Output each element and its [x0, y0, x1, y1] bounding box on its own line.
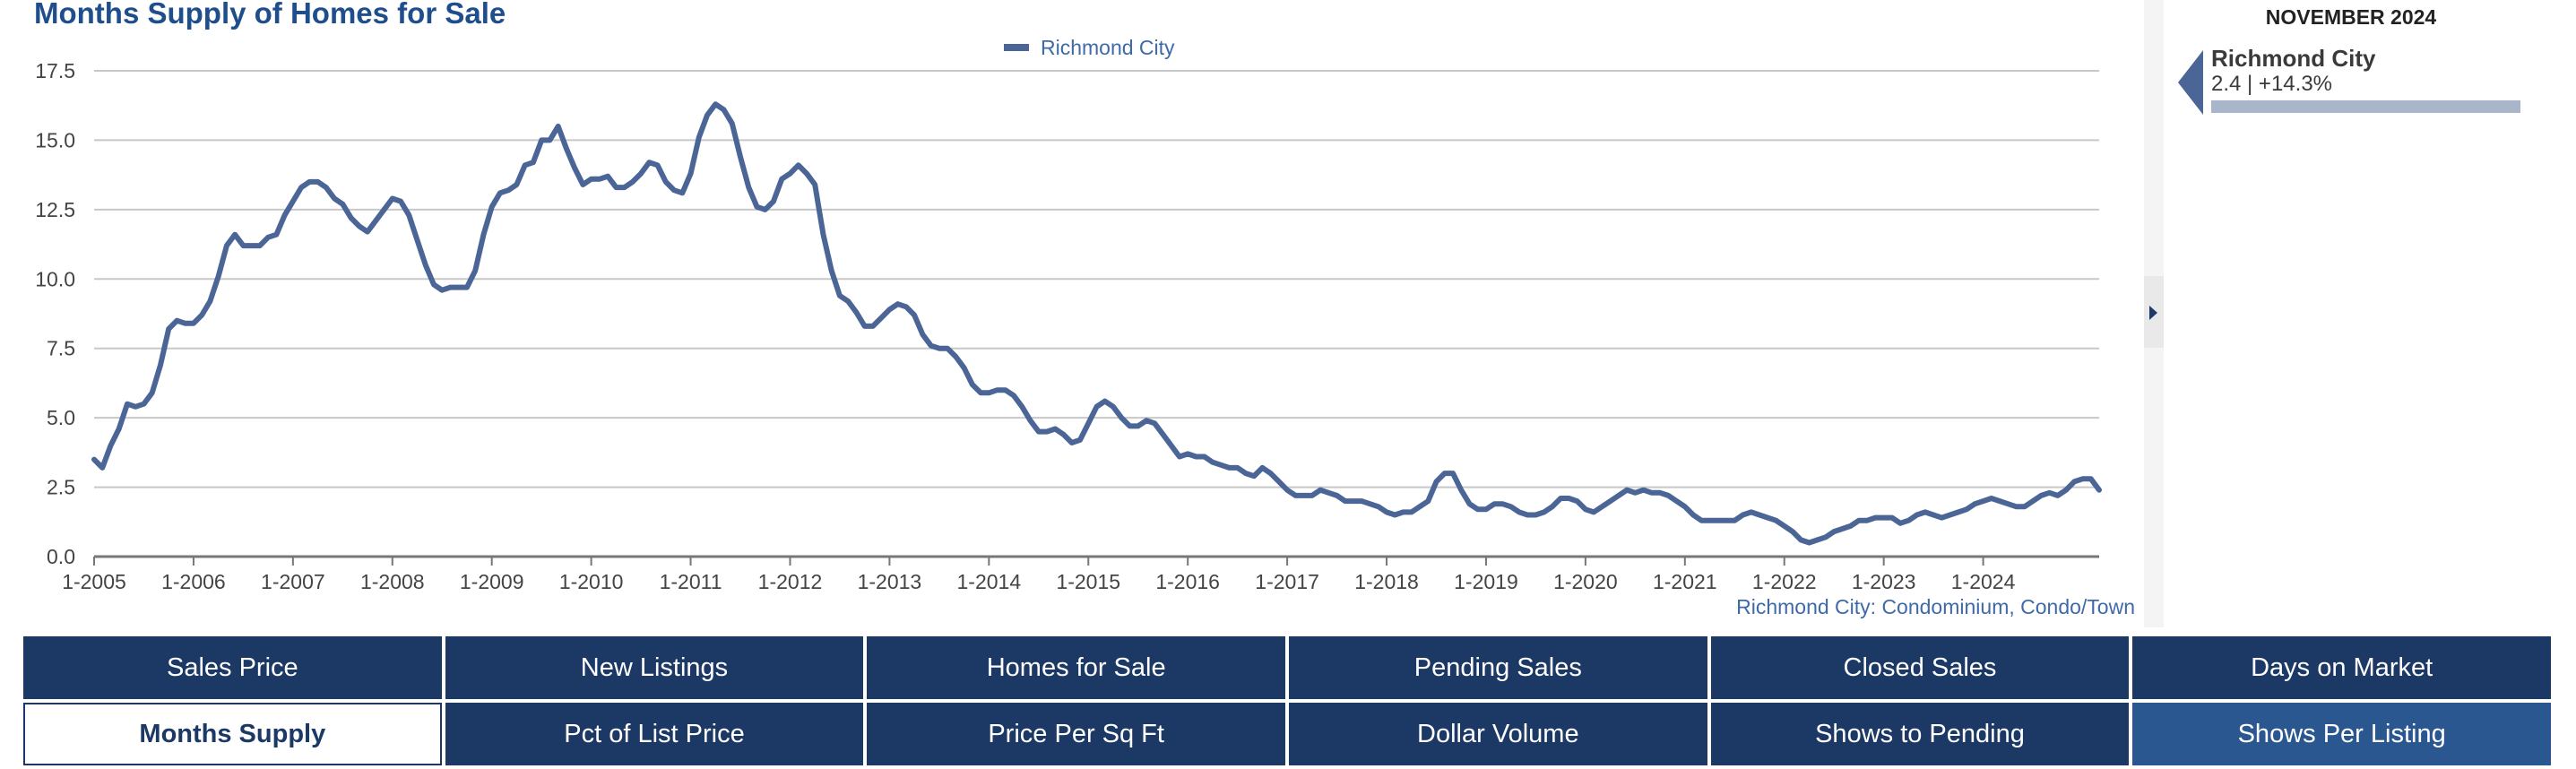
- panel-pointer-icon: [2178, 50, 2203, 115]
- x-tick-label: 1-2016: [1155, 570, 1220, 593]
- y-tick-label: 15.0: [35, 128, 75, 151]
- x-tick-label: 1-2005: [62, 570, 126, 593]
- x-tick-label: 1-2023: [1852, 570, 1916, 593]
- pct-of-list-price-button[interactable]: Pct of List Price: [445, 703, 864, 765]
- x-tick-label: 1-2010: [559, 570, 624, 593]
- days-on-market-button[interactable]: Days on Market: [2132, 636, 2551, 699]
- x-tick-label: 1-2017: [1255, 570, 1319, 593]
- source-note-link[interactable]: Richmond City: Condominium, Condo/Town: [1736, 595, 2135, 618]
- y-tick-label: 7.5: [47, 337, 75, 360]
- shows-per-listing-button[interactable]: Shows Per Listing: [2132, 703, 2551, 765]
- x-tick-label: 1-2011: [660, 570, 722, 593]
- x-tick-label: 1-2022: [1752, 570, 1817, 593]
- x-tick-label: 1-2006: [161, 570, 226, 593]
- x-tick-label: 1-2008: [360, 570, 425, 593]
- x-tick-label: 1-2019: [1454, 570, 1518, 593]
- price-per-sq-ft-button[interactable]: Price Per Sq Ft: [867, 703, 1285, 765]
- x-tick-label: 1-2018: [1354, 570, 1419, 593]
- x-tick-label: 1-2013: [858, 570, 922, 593]
- legend-label: Richmond City: [1041, 36, 1175, 59]
- series-line-richmond-city: [91, 101, 2102, 546]
- x-tick-label: 1-2014: [957, 570, 1022, 593]
- y-tick-label: 12.5: [35, 198, 75, 221]
- y-tick-label: 17.5: [35, 59, 75, 82]
- months-supply-button[interactable]: Months Supply: [23, 703, 442, 765]
- shows-to-pending-button[interactable]: Shows to Pending: [1710, 703, 2130, 765]
- months-supply-chart: 0.0 2.5 5.0 7.5 10.0 12.5 15.0 17.5 1-2005 1-2006…: [35, 36, 2102, 593]
- panel-area-name: Richmond City: [2211, 45, 2376, 72]
- y-tick-label: 10.0: [35, 267, 75, 290]
- legend-swatch: [1004, 44, 1029, 51]
- panel-area-value: 2.4 | +14.3%: [2211, 72, 2332, 96]
- x-tick-label: 1-2007: [261, 570, 325, 593]
- panel-date: NOVEMBER 2024: [2265, 5, 2437, 29]
- y-tick-label: 2.5: [47, 476, 75, 499]
- homes-for-sale-button[interactable]: Homes for Sale: [867, 636, 1285, 699]
- closed-sales-button[interactable]: Closed Sales: [1710, 636, 2130, 699]
- x-tick-label: 1-2020: [1553, 570, 1618, 593]
- y-tick-label: 0.0: [47, 545, 75, 568]
- panel-toggle-arrow-icon[interactable]: [2149, 306, 2157, 320]
- new-listings-button[interactable]: New Listings: [445, 636, 864, 699]
- x-tick-label: 1-2021: [1653, 570, 1717, 593]
- pending-sales-button[interactable]: Pending Sales: [1288, 636, 1707, 699]
- sales-price-button[interactable]: Sales Price: [23, 636, 442, 699]
- x-tick-label: 1-2009: [460, 570, 524, 593]
- chart-title: Months Supply of Homes for Sale: [34, 0, 506, 30]
- x-tick-label: 1-2024: [1951, 570, 2016, 593]
- y-tick-label: 5.0: [47, 406, 75, 429]
- panel-value-bar: [2211, 100, 2520, 113]
- dollar-volume-button[interactable]: Dollar Volume: [1288, 703, 1707, 765]
- x-tick-label: 1-2015: [1056, 570, 1120, 593]
- x-tick-label: 1-2012: [758, 570, 823, 593]
- metric-button-grid: Sales Price New Listings Homes for Sale …: [23, 636, 2551, 765]
